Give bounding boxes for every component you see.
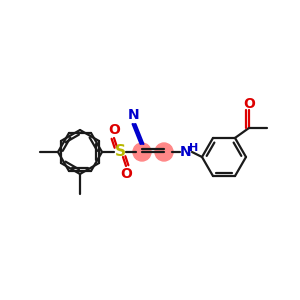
- Circle shape: [133, 143, 151, 161]
- Text: O: O: [243, 97, 255, 111]
- Text: O: O: [120, 167, 132, 181]
- Text: S: S: [115, 145, 125, 160]
- Text: H: H: [189, 143, 199, 153]
- Text: N: N: [180, 145, 192, 159]
- Text: O: O: [108, 123, 120, 137]
- Text: N: N: [128, 108, 140, 122]
- Circle shape: [155, 143, 173, 161]
